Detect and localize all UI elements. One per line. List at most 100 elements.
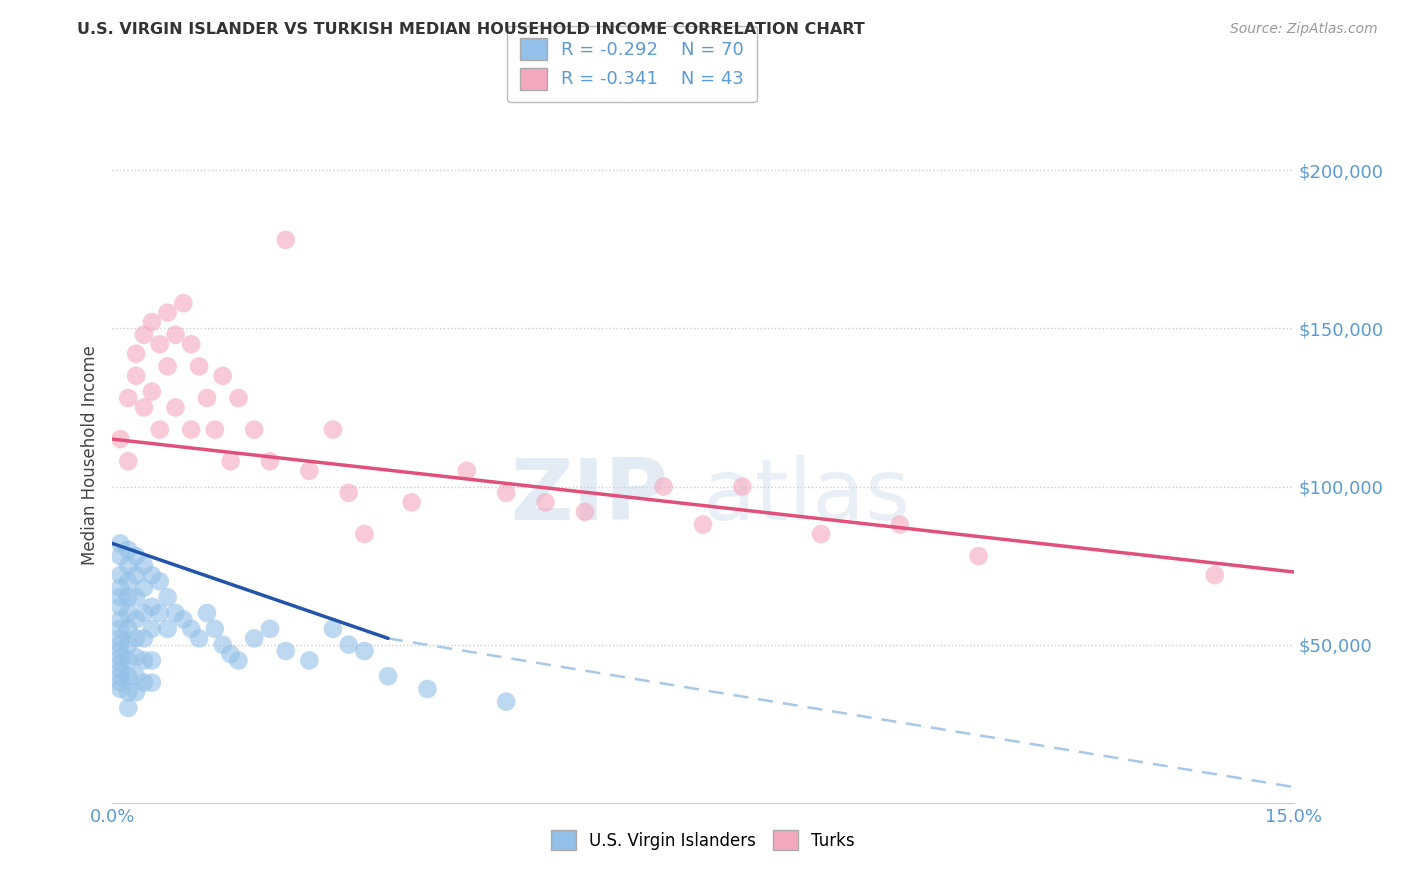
- Point: [1204, 568, 1226, 582]
- Point: [337, 638, 360, 652]
- Point: [195, 606, 218, 620]
- Text: ZIP: ZIP: [510, 455, 668, 538]
- Point: [110, 663, 132, 677]
- Text: atlas: atlas: [703, 455, 911, 538]
- Point: [149, 574, 172, 589]
- Point: [967, 549, 990, 563]
- Point: [156, 622, 179, 636]
- Point: [110, 644, 132, 658]
- Point: [110, 549, 132, 563]
- Point: [117, 558, 139, 573]
- Text: Source: ZipAtlas.com: Source: ZipAtlas.com: [1230, 22, 1378, 37]
- Point: [141, 675, 163, 690]
- Point: [110, 681, 132, 696]
- Point: [204, 622, 226, 636]
- Point: [156, 305, 179, 319]
- Point: [117, 685, 139, 699]
- Point: [125, 685, 148, 699]
- Point: [149, 337, 172, 351]
- Legend: U.S. Virgin Islanders, Turks: U.S. Virgin Islanders, Turks: [544, 823, 862, 857]
- Point: [353, 644, 375, 658]
- Point: [132, 653, 155, 667]
- Point: [125, 669, 148, 683]
- Point: [132, 675, 155, 690]
- Point: [117, 606, 139, 620]
- Point: [132, 606, 155, 620]
- Point: [298, 653, 321, 667]
- Point: [211, 638, 233, 652]
- Point: [188, 632, 211, 646]
- Point: [110, 591, 132, 605]
- Point: [125, 591, 148, 605]
- Point: [165, 327, 187, 342]
- Point: [180, 423, 202, 437]
- Point: [889, 517, 911, 532]
- Point: [149, 606, 172, 620]
- Point: [353, 527, 375, 541]
- Point: [117, 591, 139, 605]
- Point: [125, 347, 148, 361]
- Point: [165, 401, 187, 415]
- Point: [132, 632, 155, 646]
- Point: [117, 653, 139, 667]
- Point: [117, 574, 139, 589]
- Point: [125, 632, 148, 646]
- Point: [117, 391, 139, 405]
- Point: [125, 650, 148, 665]
- Point: [110, 669, 132, 683]
- Point: [110, 675, 132, 690]
- Point: [172, 296, 194, 310]
- Point: [132, 401, 155, 415]
- Point: [117, 454, 139, 468]
- Point: [110, 581, 132, 595]
- Point: [156, 359, 179, 374]
- Point: [125, 368, 148, 383]
- Point: [110, 612, 132, 626]
- Point: [322, 423, 344, 437]
- Point: [228, 391, 250, 405]
- Point: [243, 632, 266, 646]
- Point: [219, 454, 242, 468]
- Point: [574, 505, 596, 519]
- Point: [125, 549, 148, 563]
- Point: [141, 622, 163, 636]
- Text: U.S. VIRGIN ISLANDER VS TURKISH MEDIAN HOUSEHOLD INCOME CORRELATION CHART: U.S. VIRGIN ISLANDER VS TURKISH MEDIAN H…: [77, 22, 865, 37]
- Point: [377, 669, 399, 683]
- Point: [141, 599, 163, 614]
- Point: [132, 581, 155, 595]
- Point: [456, 464, 478, 478]
- Point: [652, 479, 675, 493]
- Point: [117, 669, 139, 683]
- Point: [692, 517, 714, 532]
- Point: [141, 568, 163, 582]
- Point: [211, 368, 233, 383]
- Point: [110, 657, 132, 671]
- Point: [195, 391, 218, 405]
- Point: [117, 622, 139, 636]
- Point: [110, 638, 132, 652]
- Point: [117, 701, 139, 715]
- Point: [495, 486, 517, 500]
- Point: [337, 486, 360, 500]
- Point: [810, 527, 832, 541]
- Point: [110, 599, 132, 614]
- Point: [495, 695, 517, 709]
- Point: [188, 359, 211, 374]
- Point: [298, 464, 321, 478]
- Point: [149, 423, 172, 437]
- Point: [141, 384, 163, 399]
- Point: [125, 568, 148, 582]
- Point: [132, 558, 155, 573]
- Point: [117, 542, 139, 557]
- Point: [731, 479, 754, 493]
- Point: [274, 233, 297, 247]
- Point: [180, 337, 202, 351]
- Point: [243, 423, 266, 437]
- Y-axis label: Median Household Income: Median Household Income: [80, 345, 98, 565]
- Point: [110, 632, 132, 646]
- Point: [228, 653, 250, 667]
- Point: [259, 454, 281, 468]
- Point: [204, 423, 226, 437]
- Point: [110, 536, 132, 550]
- Point: [141, 315, 163, 329]
